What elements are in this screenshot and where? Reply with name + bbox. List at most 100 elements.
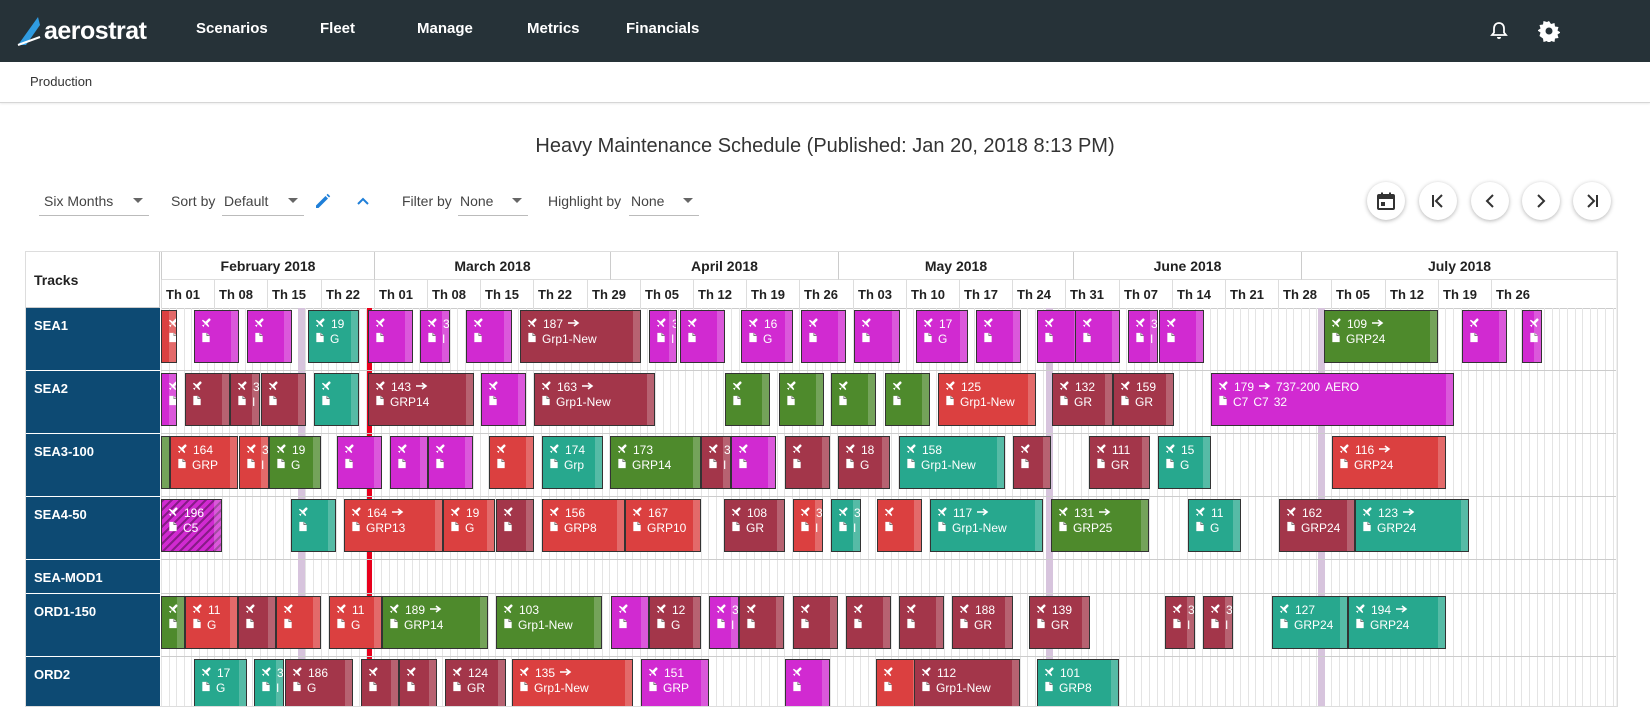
- maintenance-event-bar[interactable]: 3I: [649, 310, 677, 363]
- breadcrumb-production[interactable]: Production: [30, 74, 93, 89]
- maintenance-event-bar[interactable]: 19 G: [443, 499, 495, 552]
- maintenance-event-bar[interactable]: [161, 436, 170, 489]
- maintenance-event-bar[interactable]: 111 GR: [1089, 436, 1150, 489]
- maintenance-event-bar[interactable]: 11 G: [185, 596, 238, 649]
- last-page-button[interactable]: [1573, 182, 1611, 220]
- maintenance-event-bar[interactable]: [1159, 310, 1204, 363]
- maintenance-event-bar[interactable]: 131 GRP25: [1051, 499, 1149, 552]
- maintenance-event-bar[interactable]: 109 GRP24: [1324, 310, 1438, 363]
- maintenance-event-bar[interactable]: 139 GR: [1029, 596, 1090, 649]
- nav-item-metrics[interactable]: Metrics: [527, 20, 580, 37]
- maintenance-event-bar[interactable]: [801, 310, 846, 363]
- maintenance-event-bar[interactable]: 103 Grp1-New: [496, 596, 602, 649]
- maintenance-event-bar[interactable]: 17 G: [916, 310, 968, 363]
- maintenance-event-bar[interactable]: 179 737-200 AERO C7 C7 32: [1211, 373, 1454, 426]
- maintenance-event-bar[interactable]: [481, 373, 526, 426]
- maintenance-event-bar[interactable]: 12 G: [649, 596, 701, 649]
- maintenance-event-bar[interactable]: [368, 310, 413, 363]
- track-label[interactable]: SEA-MOD1: [26, 560, 160, 594]
- maintenance-event-bar[interactable]: 11 G: [1188, 499, 1241, 552]
- maintenance-event-bar[interactable]: 196 C5: [161, 499, 222, 552]
- bell-icon[interactable]: [1486, 18, 1512, 44]
- maintenance-event-bar[interactable]: [877, 499, 922, 552]
- maintenance-event-bar[interactable]: [361, 659, 399, 706]
- nav-item-scenarios[interactable]: Scenarios: [196, 20, 268, 37]
- maintenance-event-bar[interactable]: 135 Grp1-New: [512, 659, 633, 706]
- maintenance-event-bar[interactable]: [1522, 310, 1542, 363]
- maintenance-event-bar[interactable]: [390, 436, 428, 489]
- maintenance-event-bar[interactable]: 17 G: [194, 659, 247, 706]
- maintenance-event-bar[interactable]: [194, 310, 239, 363]
- maintenance-event-bar[interactable]: 18 G: [838, 436, 890, 489]
- maintenance-event-bar[interactable]: [899, 596, 944, 649]
- maintenance-event-bar[interactable]: 162 GRP24: [1279, 499, 1355, 552]
- maintenance-event-bar[interactable]: [1075, 310, 1120, 363]
- maintenance-event-bar[interactable]: [611, 596, 649, 649]
- maintenance-event-bar[interactable]: [247, 310, 292, 363]
- nav-item-manage[interactable]: Manage: [417, 20, 473, 37]
- track-label[interactable]: SEA4-50: [26, 497, 160, 560]
- maintenance-event-bar[interactable]: [846, 596, 891, 649]
- maintenance-event-bar[interactable]: [793, 596, 838, 649]
- maintenance-event-bar[interactable]: 123 GRP24: [1355, 499, 1469, 552]
- filter-by-select[interactable]: None: [458, 187, 528, 216]
- maintenance-event-bar[interactable]: 15 G: [1158, 436, 1211, 489]
- maintenance-event-bar[interactable]: [496, 499, 534, 552]
- maintenance-event-bar[interactable]: [337, 436, 382, 489]
- maintenance-event-bar[interactable]: 167 GRP10: [625, 499, 701, 552]
- nav-item-fleet[interactable]: Fleet: [320, 20, 356, 37]
- maintenance-event-bar[interactable]: 112 Grp1-New: [914, 659, 1020, 706]
- maintenance-event-bar[interactable]: [779, 373, 824, 426]
- maintenance-event-bar[interactable]: [680, 310, 725, 363]
- maintenance-event-bar[interactable]: 124 GR: [445, 659, 506, 706]
- aerostrat-logo[interactable]: aerostrat: [16, 14, 147, 48]
- maintenance-event-bar[interactable]: 116 GRP24: [1332, 436, 1446, 489]
- maintenance-event-bar[interactable]: [399, 659, 437, 706]
- gear-icon[interactable]: [1536, 18, 1562, 44]
- maintenance-event-bar[interactable]: 11 G: [329, 596, 382, 649]
- maintenance-event-bar[interactable]: [1013, 436, 1051, 489]
- highlight-by-select[interactable]: None: [629, 187, 699, 216]
- track-label[interactable]: SEA2: [26, 371, 160, 434]
- maintenance-event-bar[interactable]: [276, 596, 321, 649]
- maintenance-event-bar[interactable]: 156 GRP8: [542, 499, 625, 552]
- nav-item-financials[interactable]: Financials: [626, 20, 700, 37]
- next-button[interactable]: [1522, 182, 1560, 220]
- maintenance-event-bar[interactable]: [976, 310, 1021, 363]
- maintenance-event-bar[interactable]: 174 Grp: [542, 436, 603, 489]
- track-label[interactable]: SEA3-100: [26, 434, 160, 497]
- calendar-button[interactable]: [1367, 182, 1405, 220]
- maintenance-event-bar[interactable]: [1462, 310, 1507, 363]
- maintenance-event-bar[interactable]: [785, 436, 830, 489]
- maintenance-event-bar[interactable]: [725, 373, 770, 426]
- maintenance-event-bar[interactable]: 159 GR: [1113, 373, 1174, 426]
- maintenance-event-bar[interactable]: [161, 373, 177, 426]
- maintenance-event-bar[interactable]: [291, 499, 336, 552]
- maintenance-event-bar[interactable]: 19 G: [269, 436, 321, 489]
- maintenance-event-bar[interactable]: [238, 596, 276, 649]
- maintenance-event-bar[interactable]: 164 GRP13: [344, 499, 443, 552]
- maintenance-event-bar[interactable]: [161, 310, 177, 363]
- maintenance-event-bar[interactable]: 173 GRP14: [610, 436, 701, 489]
- maintenance-event-bar[interactable]: 194 GRP24: [1348, 596, 1446, 649]
- maintenance-event-bar[interactable]: [739, 596, 784, 649]
- maintenance-event-bar[interactable]: 187 Grp1-New: [520, 310, 641, 363]
- maintenance-event-bar[interactable]: 188 GR: [952, 596, 1013, 649]
- maintenance-event-bar[interactable]: 117 Grp1-New: [930, 499, 1043, 552]
- maintenance-event-bar[interactable]: [785, 659, 830, 706]
- maintenance-event-bar[interactable]: [466, 310, 512, 363]
- maintenance-event-bar[interactable]: [731, 436, 776, 489]
- maintenance-event-bar[interactable]: 125 Grp1-New: [938, 373, 1036, 426]
- maintenance-event-bar[interactable]: 158 Grp1-New: [899, 436, 1005, 489]
- maintenance-event-bar[interactable]: [314, 373, 359, 426]
- range-select[interactable]: Six Months: [39, 187, 149, 216]
